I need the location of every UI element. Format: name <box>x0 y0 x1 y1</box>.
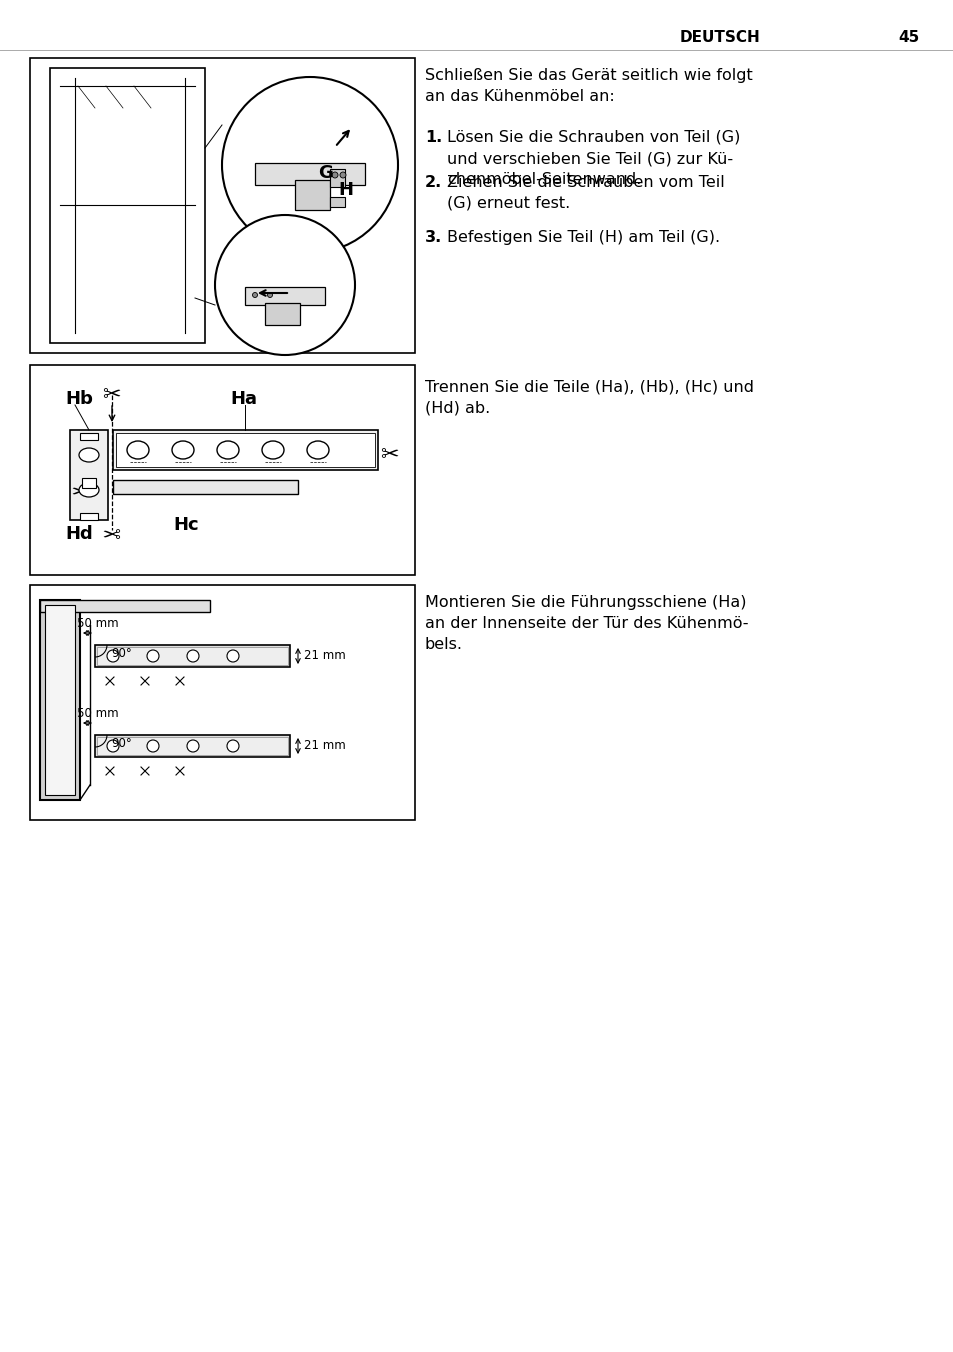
Bar <box>45 604 75 795</box>
Circle shape <box>253 292 257 297</box>
Bar <box>330 169 345 187</box>
Text: ca. 50 mm: ca. 50 mm <box>55 617 118 630</box>
Bar <box>116 433 375 466</box>
Bar <box>245 287 325 306</box>
Circle shape <box>147 650 159 662</box>
Circle shape <box>214 215 355 356</box>
Bar <box>112 480 297 493</box>
Text: H: H <box>337 181 353 199</box>
Text: Hd: Hd <box>65 525 92 544</box>
Circle shape <box>222 77 397 253</box>
Text: ✂: ✂ <box>102 521 120 539</box>
Ellipse shape <box>79 448 99 462</box>
Ellipse shape <box>307 441 329 458</box>
Text: Schließen Sie das Gerät seitlich wie folgt
an das Kühenmöbel an:: Schließen Sie das Gerät seitlich wie fol… <box>424 68 752 104</box>
Ellipse shape <box>127 441 149 458</box>
Circle shape <box>227 650 239 662</box>
Text: 1.: 1. <box>424 130 442 145</box>
Circle shape <box>107 740 119 752</box>
Text: Hb: Hb <box>65 389 92 408</box>
Bar <box>95 645 290 667</box>
Text: Montieren Sie die Führungsschiene (Ha)
an der Innenseite der Tür des Kühenmö-
be: Montieren Sie die Führungsschiene (Ha) a… <box>424 595 748 652</box>
Circle shape <box>187 650 199 662</box>
Circle shape <box>267 292 273 297</box>
Bar <box>40 600 210 612</box>
Bar <box>30 585 415 821</box>
Text: ca. 50 mm: ca. 50 mm <box>55 707 118 721</box>
Bar <box>330 197 345 207</box>
Text: Ha: Ha <box>230 389 256 408</box>
Bar <box>40 600 80 800</box>
Circle shape <box>339 172 346 178</box>
Bar <box>254 164 365 185</box>
Text: Lösen Sie die Schrauben von Teil (G)
und verschieben Sie Teil (G) zur Kü-
chenmö: Lösen Sie die Schrauben von Teil (G) und… <box>447 130 740 187</box>
Text: ✂: ✂ <box>379 445 398 465</box>
Circle shape <box>332 172 337 178</box>
Text: Trennen Sie die Teile (Ha), (Hb), (Hc) und
(Hd) ab.: Trennen Sie die Teile (Ha), (Hb), (Hc) u… <box>424 380 753 416</box>
Bar <box>30 365 415 575</box>
Bar <box>50 68 205 343</box>
Bar <box>95 735 290 757</box>
Text: G: G <box>317 164 333 183</box>
Ellipse shape <box>216 441 239 458</box>
Text: 21 mm: 21 mm <box>304 649 345 662</box>
Circle shape <box>227 740 239 752</box>
Bar <box>70 430 108 521</box>
Text: 45: 45 <box>898 31 919 46</box>
Text: 21 mm: 21 mm <box>304 740 345 753</box>
Circle shape <box>107 650 119 662</box>
Text: ✂: ✂ <box>71 477 90 498</box>
Circle shape <box>147 740 159 752</box>
Text: ✂: ✂ <box>102 385 120 406</box>
Text: DEUTSCH: DEUTSCH <box>679 31 760 46</box>
Text: Ziehen Sie die Schrauben vom Teil
(G) erneut fest.: Ziehen Sie die Schrauben vom Teil (G) er… <box>447 174 724 211</box>
Ellipse shape <box>262 441 284 458</box>
Text: 90°: 90° <box>111 737 132 750</box>
Ellipse shape <box>172 441 193 458</box>
Bar <box>112 430 377 470</box>
Text: 3.: 3. <box>424 230 442 245</box>
Bar <box>265 303 299 324</box>
Bar <box>97 648 288 665</box>
Bar <box>97 737 288 754</box>
Bar <box>30 58 415 353</box>
Ellipse shape <box>79 483 99 498</box>
Bar <box>80 433 98 439</box>
Bar <box>80 512 98 521</box>
Text: Befestigen Sie Teil (H) am Teil (G).: Befestigen Sie Teil (H) am Teil (G). <box>447 230 720 245</box>
Circle shape <box>187 740 199 752</box>
Bar <box>294 180 330 210</box>
Text: 2.: 2. <box>424 174 442 191</box>
Bar <box>82 479 96 488</box>
Text: Hc: Hc <box>172 516 198 534</box>
Text: 90°: 90° <box>111 648 132 660</box>
